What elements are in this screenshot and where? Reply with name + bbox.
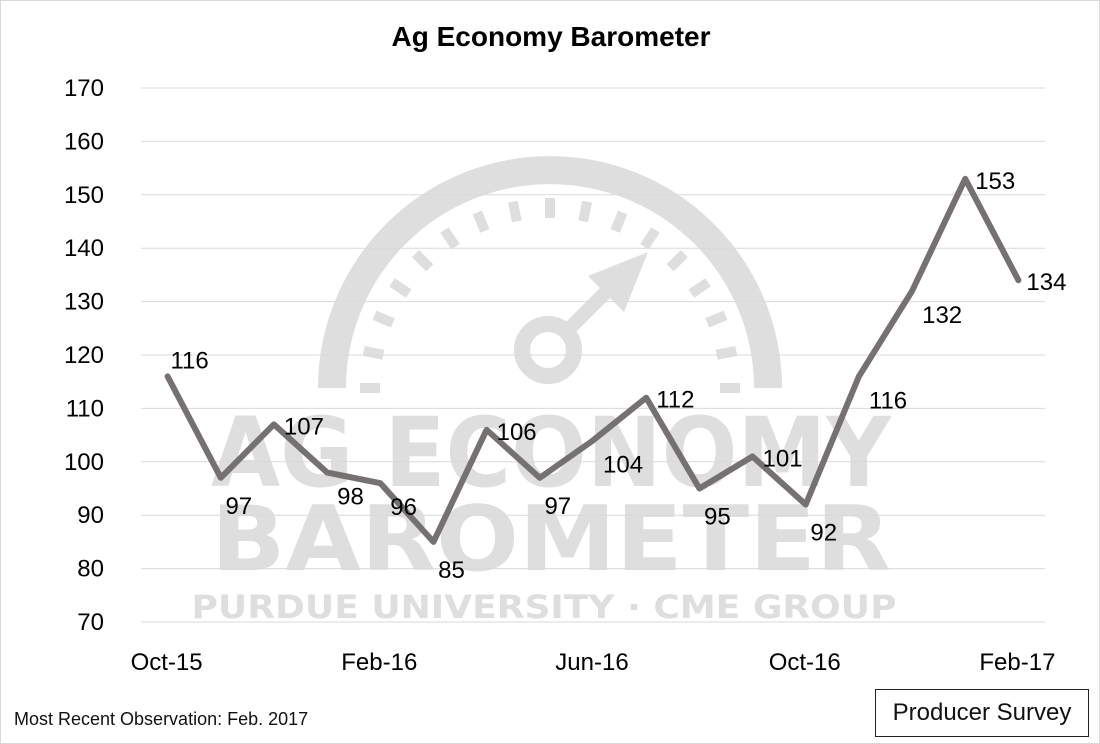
watermark-gauge-tick — [688, 278, 711, 298]
data-labels: 116 97 107 98 96 85 106 97 104 112 95 101 92 116 132 15… — [170, 168, 1066, 584]
watermark-line2: BAROMETER — [211, 487, 891, 592]
y-tick-label: 150 — [64, 182, 104, 209]
watermark-gauge-tick — [666, 250, 688, 272]
data-label: 97 — [225, 493, 252, 520]
y-tick-label: 70 — [77, 609, 104, 636]
watermark-line1: AG ECONOMY — [211, 397, 892, 509]
y-tick-label: 130 — [64, 289, 104, 316]
data-label: 116 — [869, 387, 907, 414]
watermark-gauge-tick — [472, 210, 490, 233]
y-tick-label: 120 — [64, 342, 104, 369]
y-tick-label: 100 — [64, 449, 104, 476]
watermark-gauge-tick — [705, 310, 728, 328]
watermark-gauge-tick — [610, 210, 628, 233]
watermark-gauge-ticks — [360, 198, 740, 393]
data-label: 116 — [170, 347, 208, 374]
y-tick-label: 140 — [64, 235, 104, 262]
data-label: 101 — [763, 446, 803, 473]
watermark-gauge-tick — [389, 278, 412, 298]
data-label: 92 — [810, 520, 837, 547]
watermark-logo: AG ECONOMY BAROMETER PURDUE UNIVERSITY ·… — [192, 156, 897, 626]
data-label: 112 — [656, 387, 694, 414]
series-line — [164, 175, 1022, 545]
producer-survey-label: Producer Survey — [892, 699, 1072, 726]
data-label: 153 — [975, 168, 1015, 195]
data-label: 97 — [544, 493, 571, 520]
x-tick-label: Feb-17 — [979, 649, 1055, 676]
y-tick-label: 160 — [64, 128, 104, 155]
series-layer — [164, 175, 1022, 545]
watermark-gauge-tick — [715, 345, 738, 360]
watermark-gauge-arc — [318, 156, 782, 389]
watermark-gauge-tick — [372, 310, 395, 328]
watermark-gauge-tick — [440, 227, 460, 250]
y-tick-label: 90 — [77, 502, 104, 529]
most-recent-observation-note: Most Recent Observation: Feb. 2017 — [14, 709, 309, 729]
watermark-gauge-tick — [362, 345, 385, 360]
data-label: 85 — [438, 557, 465, 584]
data-label: 134 — [1026, 269, 1066, 296]
y-tick-label: 170 — [64, 75, 104, 102]
x-tick-label: Oct-16 — [769, 649, 841, 676]
y-tick-label: 110 — [66, 395, 104, 422]
watermark-gauge-tick — [412, 250, 434, 272]
watermark-gauge-arrowhead — [588, 252, 648, 312]
data-label: 96 — [390, 494, 417, 521]
chart-title: Ag Economy Barometer — [392, 21, 711, 52]
x-axis-ticks: Oct-15 Feb-16 Jun-16 Oct-16 Feb-17 — [131, 649, 1056, 676]
y-tick-label: 80 — [77, 556, 104, 583]
x-tick-label: Oct-15 — [131, 649, 203, 676]
data-label: 132 — [922, 302, 962, 329]
y-axis-ticks: 70 80 90 100 110 120 130 140 150 160 170 — [64, 75, 104, 636]
watermark-gauge-tick — [578, 200, 593, 223]
producer-survey-badge: Producer Survey — [875, 689, 1089, 737]
data-label: 107 — [284, 413, 324, 440]
watermark-gauge-hub — [514, 316, 582, 384]
x-tick-label: Feb-16 — [341, 649, 417, 676]
data-label: 104 — [603, 451, 643, 478]
chart-gridlines — [141, 87, 1045, 623]
x-tick-label: Jun-16 — [555, 649, 628, 676]
watermark-gauge-tick — [507, 200, 522, 223]
data-label: 95 — [704, 504, 731, 531]
data-label: 106 — [497, 419, 537, 446]
watermark-line3: PURDUE UNIVERSITY · CME GROUP — [192, 588, 897, 626]
watermark-gauge-tick — [640, 227, 660, 250]
data-label: 98 — [337, 484, 364, 511]
